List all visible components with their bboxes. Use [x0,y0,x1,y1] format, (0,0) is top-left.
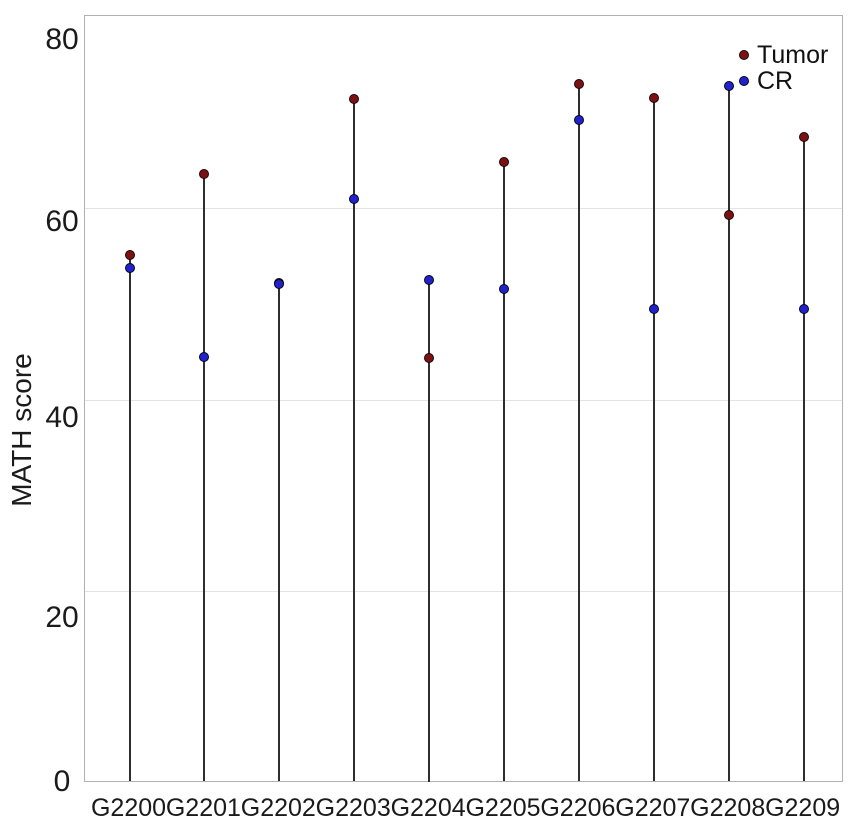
x-tick-label-G2200: G2200 [90,794,167,822]
tumor-marker-G2205 [499,156,509,167]
x-tick-label-G2207: G2207 [615,794,691,822]
legend-item-cr: CR [739,68,793,94]
y-tick-label-80: 80 [45,23,79,56]
x-tick-label-G2206: G2206 [540,794,616,822]
gridline-40 [85,399,842,401]
y-tick-label-40: 40 [45,400,79,434]
cr-marker-G2203 [349,194,360,205]
cr-marker-G2205 [499,284,509,295]
stem-G2202 [278,282,281,782]
tumor-marker-G2208 [723,210,734,221]
tumor-marker-G2209 [798,131,809,142]
tumor-legend-dot-icon [739,50,749,60]
y-tick-label-0: 0 [53,765,71,798]
x-tick-label-G2209: G2209 [765,794,841,822]
x-tick-label-G2203: G2203 [315,794,391,822]
tumor-marker-G2206 [573,79,584,90]
cr-marker-G2200 [124,263,135,274]
stem-G2206 [577,84,580,782]
tumor-marker-G2203 [349,94,360,105]
x-tick-label-G2202: G2202 [240,794,316,822]
x-tick-label-G2204: G2204 [390,794,466,822]
cr-marker-G2209 [798,304,809,315]
y-tick-label-60: 60 [45,204,79,238]
cr-marker-G2208 [723,80,734,91]
cr-marker-G2207 [648,304,659,315]
cr-marker-G2204 [424,274,435,285]
stem-G2204 [428,279,431,782]
tumor-marker-G2200 [124,249,135,260]
legend-item-tumor: Tumor [739,42,828,68]
tumor-marker-G2201 [199,169,210,180]
y-tick-label-20: 20 [45,601,79,635]
stem-G2200 [128,254,131,782]
y-axis-title: MATH score [6,353,37,507]
tumor-marker-G2207 [648,93,659,104]
cr-marker-G2201 [199,352,210,363]
gridline-20 [85,591,842,593]
x-tick-label-G2201: G2201 [165,794,241,822]
legend-label: CR [757,67,794,95]
stem-G2201 [203,174,206,782]
stem-G2207 [652,98,655,782]
cr-marker-G2206 [573,114,584,125]
gridline-60 [85,207,842,209]
x-tick-label-G2205: G2205 [465,794,541,822]
legend-label: Tumor [757,41,829,69]
cr-legend-dot-icon [739,76,749,86]
stem-G2208 [727,85,730,782]
cr-marker-G2202 [274,279,285,290]
x-tick-label-G2208: G2208 [690,794,766,822]
tumor-marker-G2204 [424,353,435,364]
stem-G2209 [802,136,805,782]
plot-area [84,15,843,782]
stem-G2203 [353,99,356,782]
stem-G2205 [503,161,505,782]
